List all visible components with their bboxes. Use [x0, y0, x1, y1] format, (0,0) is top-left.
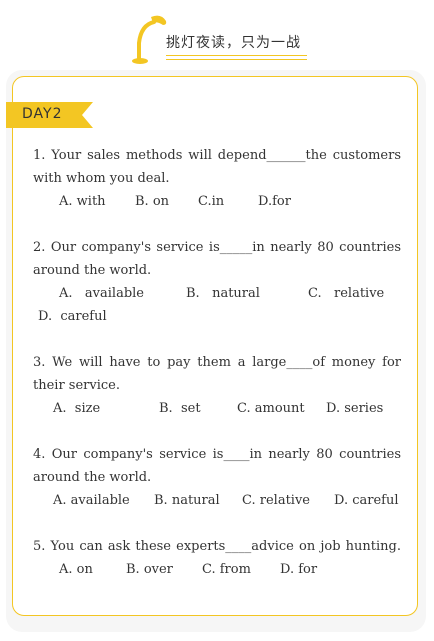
- question-5-option-a: A. on: [59, 562, 93, 577]
- question-5-option-c: C. from: [202, 562, 251, 577]
- question-1-option-b: B. on: [135, 194, 170, 209]
- header-title: 挑灯夜读，只为一战: [166, 35, 301, 51]
- question-5-option-d: D. for: [280, 562, 318, 577]
- question-1-line-1: 1. Your sales methods will depend______t…: [33, 148, 401, 163]
- question-4-option-d: D. careful: [334, 493, 399, 508]
- question-2-option-b: B. natural: [186, 286, 260, 301]
- question-card: [12, 76, 418, 616]
- question-2-option-a: A. available: [59, 286, 145, 301]
- question-4-option-a: A. available: [53, 493, 130, 508]
- question-4-option-c: C. relative: [242, 493, 310, 508]
- question-2-line-1: 2. Our company's service is_____in nearl…: [33, 240, 401, 255]
- question-5-line-1: 5. You can ask these experts____advice o…: [33, 539, 401, 554]
- header: 挑灯夜读，只为一战: [0, 0, 434, 72]
- day-label: DAY2: [22, 106, 63, 122]
- question-1-option-a: A. with: [59, 194, 106, 209]
- question-4-line-1: 4. Our company's service is____in nearly…: [33, 447, 401, 462]
- question-3-option-a: A. size: [53, 401, 101, 416]
- day-tag: DAY2: [6, 102, 93, 128]
- question-2-option-c: C. relative: [308, 286, 385, 301]
- question-2-option-d: D. careful: [38, 309, 107, 324]
- day-tag-ribbon: [6, 102, 93, 128]
- question-3-line-1: 3. We will have to pay them a large____o…: [33, 355, 401, 370]
- question-4-option-b: B. natural: [154, 493, 220, 508]
- question-3-line-2: their service.: [33, 378, 120, 393]
- question-5-option-b: B. over: [126, 562, 173, 577]
- question-4-line-2: around the world.: [33, 470, 152, 485]
- question-3-option-d: D. series: [326, 401, 384, 416]
- desk-lamp-icon: [132, 15, 167, 64]
- question-3-option-b: B. set: [159, 401, 201, 416]
- question-1-line-2: with whom you deal.: [33, 171, 170, 186]
- question-3-option-c: C. amount: [237, 401, 305, 416]
- header-underline-secondary: [166, 59, 307, 60]
- header-underline: [166, 55, 307, 56]
- question-1-option-d: D.for: [258, 194, 291, 209]
- question-1-option-c: C.in: [198, 194, 225, 209]
- question-2-line-2: around the world.: [33, 263, 152, 278]
